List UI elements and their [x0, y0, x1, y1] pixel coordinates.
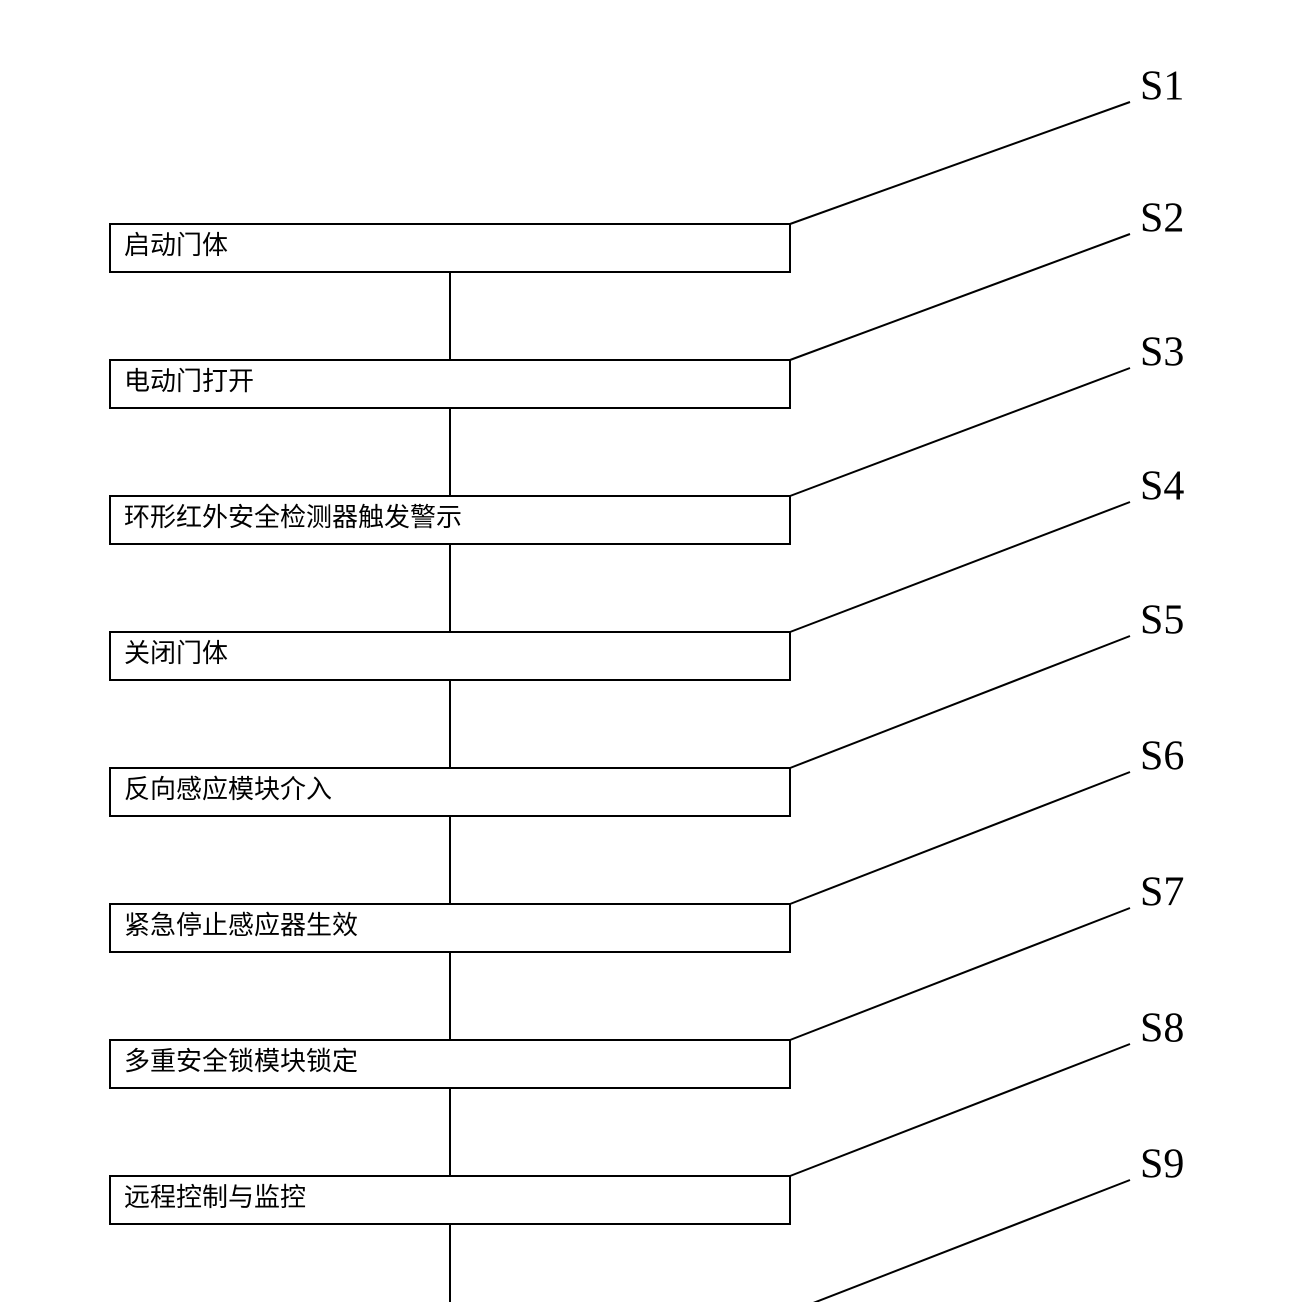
step-label: S6	[1140, 734, 1184, 780]
step-label: S7	[1140, 870, 1184, 916]
step-label: S8	[1140, 1006, 1184, 1052]
step-label: S9	[1140, 1142, 1184, 1188]
flow-step-text: 多重安全锁模块锁定	[124, 1047, 358, 1076]
flow-step-text: 电动门打开	[124, 367, 254, 396]
flow-step-text: 关闭门体	[124, 639, 228, 668]
flow-step-text: 启动门体	[124, 231, 228, 260]
step-label: S3	[1140, 330, 1184, 376]
step-label: S2	[1140, 196, 1184, 242]
flow-step-text: 反向感应模块介入	[124, 775, 332, 804]
flowchart-diagram: 启动门体 S1 电动门打开 S2 环形红外安全检测器触发警示 S3 关闭门体 S4 反向感应模块…	[0, 0, 1302, 1302]
step-label: S1	[1140, 64, 1184, 110]
flow-step-text: 远程控制与监控	[124, 1183, 306, 1212]
flow-step-text: 环形红外安全检测器触发警示	[124, 503, 462, 532]
step-label: S5	[1140, 598, 1184, 644]
flow-step-text: 紧急停止感应器生效	[124, 911, 358, 940]
step-label: S4	[1140, 464, 1184, 510]
